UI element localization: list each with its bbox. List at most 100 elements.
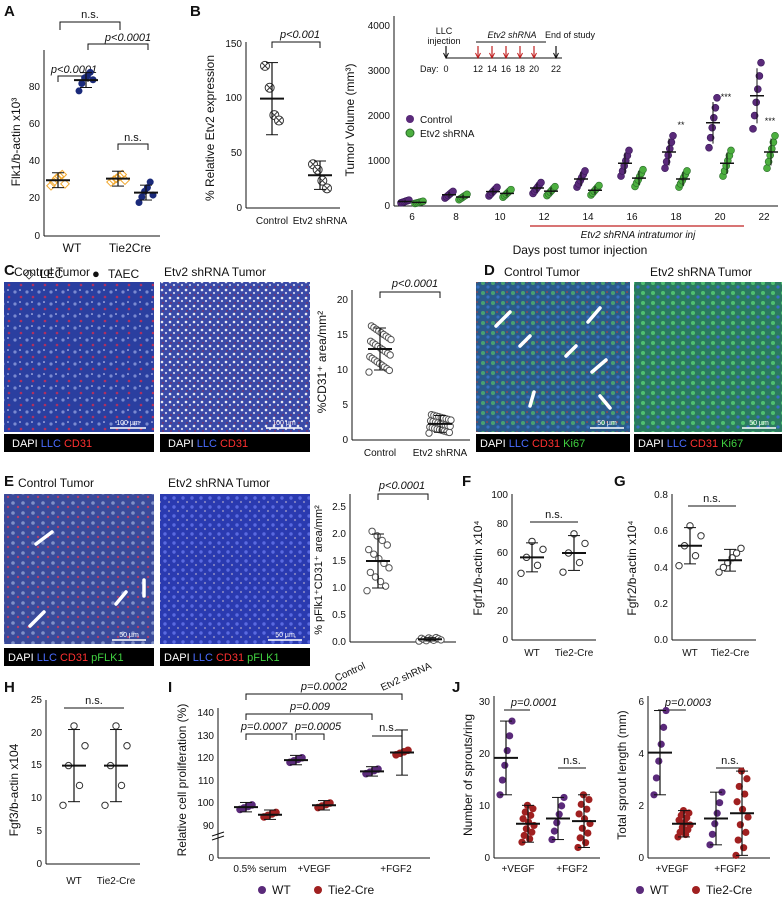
panel-e-arrow [28, 610, 46, 628]
tumor-point [625, 146, 633, 155]
panel-i-stat: p=0.0007 [240, 721, 288, 733]
expression-point-cross [261, 62, 269, 70]
lec-point [120, 175, 130, 186]
panel-b-tumor-volume: Tumor Volume (mm³) 0 1000 2000 3000 4000… [343, 16, 779, 257]
panel-j1-ylabel: Number of sprouts/ring [461, 714, 475, 836]
sprout-point [577, 800, 585, 808]
schedule-arrowhead [503, 52, 509, 60]
panel-f-category: Tie2-Cre [555, 648, 594, 659]
panel-f-ytick: 100 [491, 490, 508, 501]
panel-d-arrow [528, 390, 536, 408]
tumor-point [581, 167, 589, 175]
tumor-point [755, 72, 764, 80]
panel-e-ylabel: % pFlk1⁺CD31⁺ area/mm² [313, 505, 325, 635]
schedule-arrowhead [517, 52, 523, 60]
sprout-point [584, 829, 592, 837]
panel-h-ytick: 0 [36, 859, 42, 870]
panel-d-caption: DAPI LLC CD31 Ki67 [638, 438, 743, 450]
panel-b2-star: ** [677, 120, 685, 130]
data-point [378, 536, 386, 545]
panel-j2-stat: n.s. [721, 755, 739, 767]
panel-b-ytick: 0 [236, 203, 242, 214]
panel-e-arrow [34, 530, 54, 546]
sprout-point [685, 809, 693, 817]
panel-c-caption-bar [4, 434, 154, 452]
panel-b-points [260, 60, 332, 194]
sprout-point [519, 815, 527, 823]
schedule-arrowhead [475, 52, 481, 60]
panel-i-category: +FGF2 [380, 864, 412, 875]
panel-j-legend-tie2cre: Tie2-Cre [706, 883, 753, 897]
panel-h-ytick: 25 [31, 695, 43, 706]
panel-i-category: +VEGF [297, 864, 330, 875]
panel-a-bracket [87, 43, 149, 50]
panel-f-ytick: 40 [497, 577, 509, 588]
panel-label-f: F [462, 473, 471, 490]
panel-d-arrow [598, 394, 612, 410]
tumor-point [665, 144, 674, 153]
sprout-point [743, 775, 751, 783]
panel-e-arrow [114, 590, 128, 606]
panel-f-category: WT [524, 648, 540, 659]
data-point [381, 582, 390, 590]
panel-c-title-control: Control Tumor [14, 265, 90, 279]
panel-e-ytick: 1.0 [332, 583, 346, 594]
panel-c-ytick: 5 [342, 400, 348, 411]
panel-a-points [46, 68, 158, 207]
panel-c-ytick: 15 [337, 330, 349, 341]
sprout-point [741, 790, 749, 798]
tumor-point [463, 190, 471, 199]
sprout-point [558, 802, 566, 810]
panel-g-category: WT [682, 648, 698, 659]
panel-e-ytick: 0.5 [332, 610, 346, 621]
sprout-point [503, 746, 511, 755]
sprout-point [553, 819, 561, 827]
sprout-point [529, 805, 537, 813]
panel-label-j: J [452, 679, 460, 696]
tumor-point [551, 182, 559, 191]
panel-i-ytick: 140 [197, 708, 214, 719]
panel-f-ylabel: Fgfr1/b-actin x10⁴ [471, 520, 485, 615]
tumor-point [753, 85, 762, 93]
panel-a-group-wt: WT [63, 241, 82, 255]
schedule-day: 18 [515, 64, 525, 74]
sprout-point [528, 828, 536, 836]
sprout-point [583, 805, 591, 813]
sprout-point [550, 827, 559, 835]
panel-b2-xtick: 20 [714, 212, 726, 223]
tumor-point [749, 125, 757, 133]
panel-e-shrna-image [160, 494, 310, 644]
panel-d-arrow [586, 306, 602, 324]
panel-c-scale-text: 100 µm [272, 420, 296, 427]
panel-i-ytick: 0 [208, 853, 214, 864]
tumor-point [705, 143, 713, 152]
panel-c-ytick: 10 [337, 365, 349, 376]
panel-i-axis-break [211, 835, 225, 841]
panel-b2-xtick: 8 [453, 212, 459, 223]
tumor-point [595, 181, 603, 190]
panel-d-arrow [590, 358, 608, 374]
data-point [447, 416, 455, 424]
panel-f-ytick: 0 [502, 635, 508, 646]
schedule-days: 0 12 14 16 18 20 22 [443, 64, 561, 74]
panel-c-caption: DAPI LLC CD31 [168, 438, 248, 450]
panel-e-ytick: 2.0 [332, 529, 346, 540]
tumor-point [757, 58, 765, 67]
panel-h-ytick: 15 [31, 760, 43, 771]
panel-c-stat: p<0.0001 [391, 278, 438, 290]
schedule-arrows [443, 46, 559, 60]
panel-e-ytick: 2.5 [332, 502, 346, 513]
panel-j2-ytick: 6 [638, 697, 644, 708]
panel-e-arrows [28, 530, 146, 628]
data-point [364, 545, 373, 554]
panel-i-category: 0.5% serum [233, 864, 286, 875]
panel-c-points [365, 322, 455, 437]
data-point [675, 561, 683, 570]
panel-b2-schedule: LLC injection Etv2 shRNA End of study Da… [420, 26, 596, 74]
schedule-day-label: Day: [420, 64, 439, 74]
panel-j1-category: +VEGF [501, 864, 534, 875]
panel-c-title-shrna: Etv2 shRNA Tumor [164, 265, 266, 279]
data-point [697, 532, 705, 540]
sprout-point [501, 761, 509, 769]
